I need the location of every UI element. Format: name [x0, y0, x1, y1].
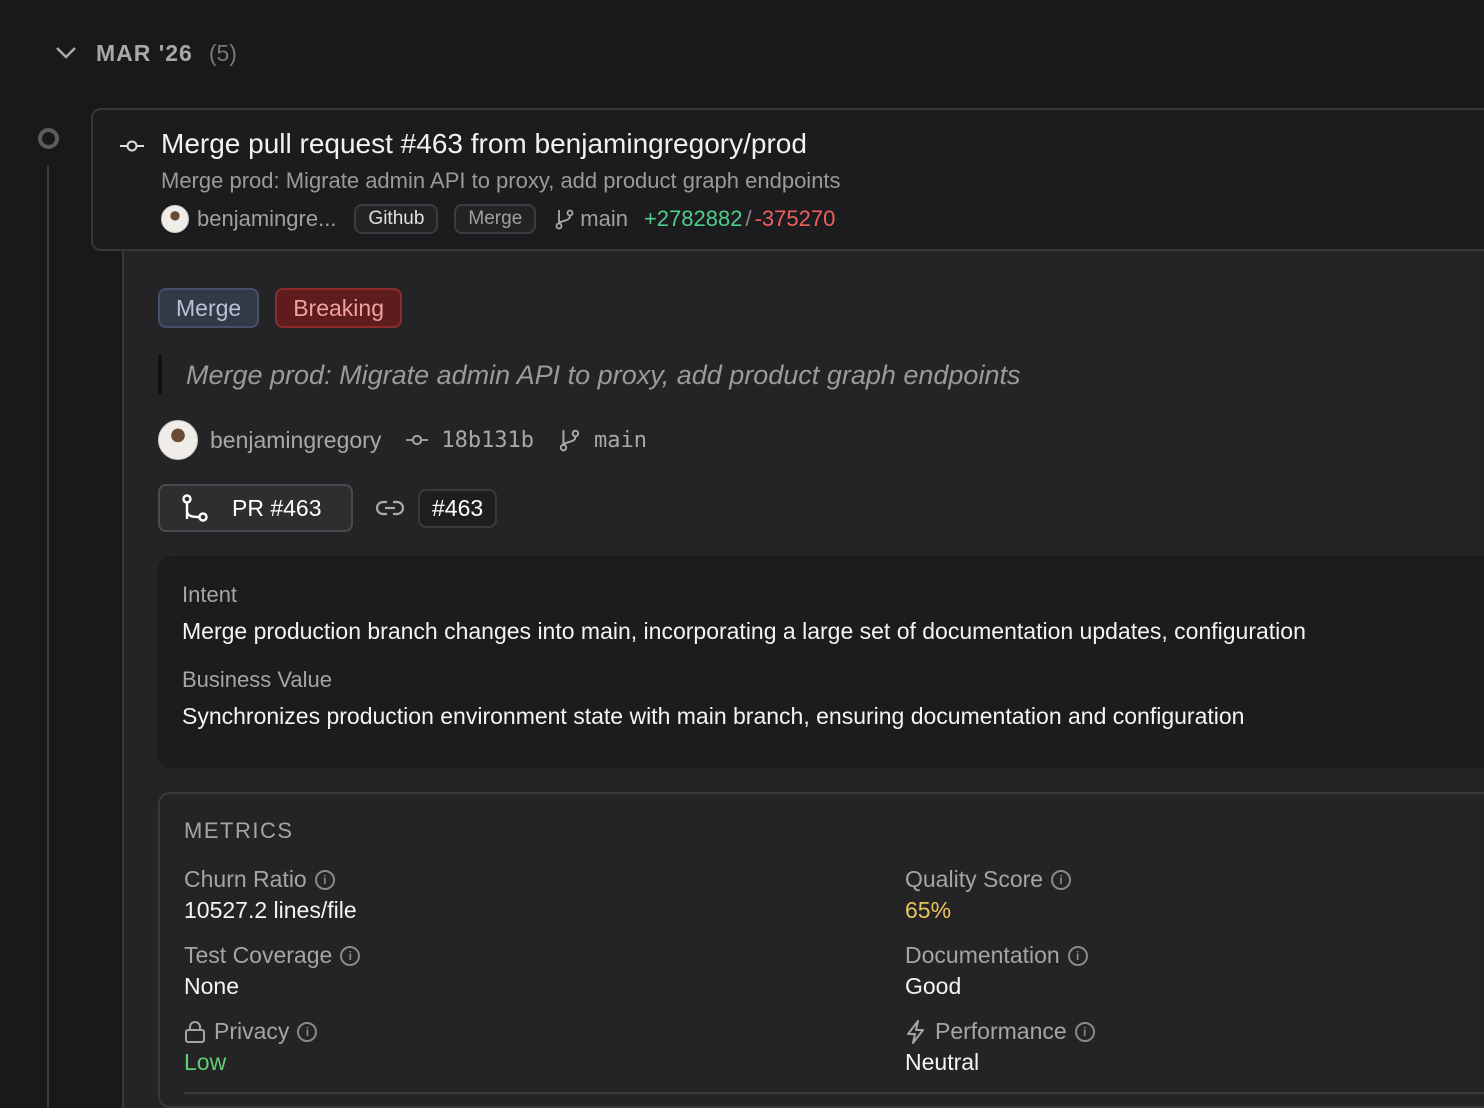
- lightning-icon: [907, 1019, 924, 1044]
- commit-subtitle: Merge prod: Migrate admin API to proxy, …: [161, 168, 841, 193]
- source-chip: Github: [354, 204, 439, 234]
- metric-label: Documentation: [905, 942, 1060, 968]
- info-icon[interactable]: i: [1051, 869, 1072, 890]
- chevron-down-icon: [56, 47, 76, 59]
- intent-box: Intent Merge production branch changes i…: [158, 556, 1484, 768]
- business-value-text: Synchronizes production environment stat…: [182, 703, 1245, 729]
- avatar: [158, 420, 198, 460]
- metric-value: Neutral: [905, 1049, 980, 1075]
- author-name: benjamingregory: [210, 426, 382, 453]
- link-icon: [376, 500, 404, 516]
- metric-value: Good: [905, 973, 962, 999]
- timeline-dot: [38, 128, 59, 149]
- type-chip: Merge: [454, 204, 537, 234]
- author-row: benjamingregory 18b131b main: [158, 419, 647, 461]
- metrics-box: METRICS Churn Ratio i 10527.2 lines/file …: [158, 792, 1484, 1108]
- commit-icon: [120, 140, 144, 152]
- branch-name: main: [594, 427, 648, 453]
- commit-title: Merge pull request #463 from benjamingre…: [161, 128, 807, 159]
- metric-quality: Quality Score i 65%: [905, 866, 1465, 924]
- info-icon[interactable]: i: [1074, 1021, 1095, 1042]
- info-icon[interactable]: i: [340, 945, 361, 966]
- metrics-heading: METRICS: [184, 818, 294, 843]
- business-value-label: Business Value: [182, 667, 333, 692]
- info-icon[interactable]: i: [297, 1021, 318, 1042]
- issue-link[interactable]: #463: [418, 489, 498, 528]
- month-group-header[interactable]: MAR '26 (5): [54, 36, 237, 70]
- tag-breaking: Breaking: [275, 288, 402, 328]
- info-icon[interactable]: i: [1067, 945, 1088, 966]
- pull-request-icon: [182, 494, 208, 522]
- intent-label: Intent: [182, 582, 238, 607]
- info-icon[interactable]: i: [314, 869, 335, 890]
- commit-icon: [406, 434, 429, 446]
- commit-sha[interactable]: 18b131b: [441, 427, 535, 453]
- metric-value: 10527.2 lines/file: [184, 897, 357, 923]
- metric-label: Quality Score: [905, 866, 1044, 892]
- tag-list: Merge Breaking: [158, 288, 402, 328]
- commit-meta: benjamingre... Github Merge main +278288…: [161, 202, 835, 236]
- metric-value: None: [184, 973, 239, 999]
- pr-label: PR #463: [232, 494, 322, 521]
- branch-name: main: [580, 206, 628, 231]
- commit-card[interactable]: Merge pull request #463 from benjamingre…: [91, 108, 1484, 251]
- branch-icon: [559, 429, 580, 452]
- lock-icon: [185, 1020, 205, 1043]
- metric-label: Churn Ratio: [184, 866, 307, 892]
- metric-value: 65%: [905, 897, 952, 923]
- timeline-line: [47, 165, 49, 1108]
- commit-detail-panel: Merge Breaking Merge prod: Migrate admin…: [122, 251, 1484, 1108]
- commit-message-quote: Merge prod: Migrate admin API to proxy, …: [158, 355, 1020, 395]
- metric-label: Performance: [935, 1018, 1067, 1044]
- group-title: MAR '26: [96, 39, 193, 66]
- metric-documentation: Documentation i Good: [905, 942, 1465, 1000]
- tag-merge: Merge: [158, 288, 260, 328]
- metric-value: Low: [184, 1049, 227, 1075]
- group-count: (5): [208, 39, 237, 66]
- metric-privacy: Privacy i Low: [184, 1018, 744, 1076]
- diff-separator: /: [745, 206, 752, 231]
- metric-churn: Churn Ratio i 10527.2 lines/file: [184, 866, 744, 924]
- metric-label: Privacy: [214, 1018, 290, 1044]
- metric-performance: Performance i Neutral: [905, 1018, 1465, 1076]
- branch-icon: [555, 209, 574, 230]
- divider: [184, 1092, 1484, 1094]
- pull-request-button[interactable]: PR #463: [158, 484, 353, 532]
- metric-label: Test Coverage: [184, 942, 333, 968]
- author-name: benjamingre...: [197, 206, 337, 231]
- additions: +2782882: [643, 206, 743, 231]
- avatar: [161, 205, 189, 233]
- metric-coverage: Test Coverage i None: [184, 942, 744, 1000]
- intent-text: Merge production branch changes into mai…: [182, 618, 1306, 644]
- deletions: -375270: [754, 206, 836, 231]
